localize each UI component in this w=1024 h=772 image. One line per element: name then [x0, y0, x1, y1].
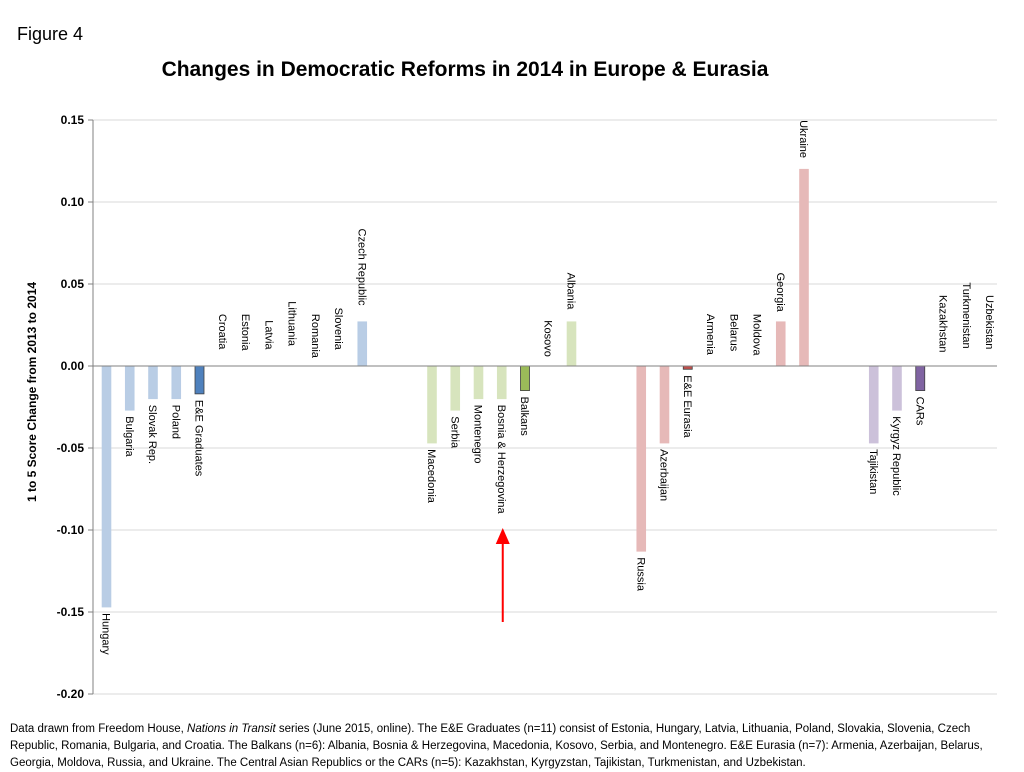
- y-tick-label: -0.10: [57, 523, 85, 537]
- category-label: Ukraine: [797, 120, 809, 158]
- category-label: Croatia: [216, 314, 228, 350]
- annotation: [495, 528, 510, 622]
- y-tick-label: -0.15: [57, 605, 85, 619]
- axes: -0.20 -0.15 -0.10 -0.05 0.00 0.05 0.10 0.15 1 to…: [25, 113, 997, 701]
- category-label: Slovak Rep.: [146, 405, 158, 464]
- category-label: Hungary: [100, 613, 112, 655]
- category-label: Kosovo: [541, 320, 553, 357]
- bars: [101, 168, 926, 608]
- y-tick-label: -0.05: [57, 441, 85, 455]
- y-tick-label: 0.10: [61, 195, 85, 209]
- y-tick-label: 0.15: [61, 113, 85, 127]
- bar: [194, 365, 205, 395]
- category-label: Kazakhstan: [937, 295, 949, 352]
- category-label: Belarus: [727, 314, 739, 352]
- category-label: Georgia: [774, 273, 786, 313]
- footnote-text-1: Data drawn from Freedom House,: [10, 723, 188, 735]
- category-label: Poland: [169, 405, 181, 439]
- footnote-text-2: series (June 2015, online). The E&E Grad…: [10, 723, 983, 769]
- category-label: Serbia: [448, 416, 460, 449]
- y-tick-label: -0.20: [57, 687, 85, 701]
- bar: [868, 365, 879, 444]
- category-label: CARs: [913, 397, 925, 426]
- figure-label: Figure 4: [17, 24, 84, 44]
- bar-chart: -0.20 -0.15 -0.10 -0.05 0.00 0.05 0.10 0.15 1 to…: [25, 113, 997, 701]
- bar: [450, 365, 461, 411]
- category-label: Armenia: [704, 314, 716, 356]
- category-label: Moldova: [751, 314, 763, 356]
- category-label: Uzbekistan: [983, 295, 995, 349]
- category-label: Slovenia: [332, 308, 344, 351]
- bar: [171, 365, 182, 400]
- bar: [148, 365, 158, 400]
- bar: [124, 365, 135, 411]
- bar: [473, 365, 484, 400]
- category-label: Albania: [565, 273, 577, 311]
- category-label: Latvia: [262, 320, 274, 350]
- bar: [636, 365, 647, 552]
- category-label: Estonia: [239, 314, 251, 352]
- bar: [892, 365, 902, 411]
- bar: [101, 365, 112, 608]
- category-label: Macedonia: [425, 449, 437, 504]
- footnote: Data drawn from Freedom House, Nations i…: [10, 721, 1010, 772]
- y-tick-label: 0.00: [61, 359, 85, 373]
- footnote-source: Nations in Transit: [187, 723, 276, 735]
- category-label: Russia: [634, 557, 646, 592]
- category-label: Balkans: [518, 397, 530, 437]
- bar: [520, 365, 530, 392]
- category-label: Montenegro: [472, 405, 484, 464]
- arrow-head: [495, 528, 510, 544]
- category-label: Kyrgyz Republic: [890, 416, 902, 496]
- bar: [775, 321, 786, 367]
- category-label: Romania: [309, 314, 321, 359]
- bar: [799, 168, 809, 367]
- category-label: Lithuania: [286, 301, 298, 347]
- category-label: Tajikistan: [867, 449, 879, 494]
- bar: [659, 365, 670, 444]
- y-tick-label: 0.05: [61, 277, 85, 291]
- category-label: E&E Graduates: [193, 400, 205, 477]
- category-label: Czech Republic: [355, 229, 367, 307]
- category-label: Azerbaijan: [658, 449, 670, 501]
- bar: [566, 321, 577, 367]
- category-label: Bosnia & Herzegovina: [495, 405, 507, 515]
- gridlines: [93, 119, 997, 695]
- bar: [915, 365, 926, 392]
- category-label: Bulgaria: [123, 416, 135, 457]
- category-label: E&E Eurasia: [681, 375, 693, 438]
- bar: [427, 365, 437, 444]
- chart-title: Changes in Democratic Reforms in 2014 in…: [161, 58, 769, 81]
- bar: [496, 365, 507, 400]
- category-label: Turkmenistan: [960, 282, 972, 348]
- bar: [357, 321, 368, 367]
- y-axis-title: 1 to 5 Score Change from 2013 to 2014: [25, 282, 39, 502]
- category-labels: Hungary Bulgaria Slovak Rep. Poland E&E Grad…: [100, 120, 996, 655]
